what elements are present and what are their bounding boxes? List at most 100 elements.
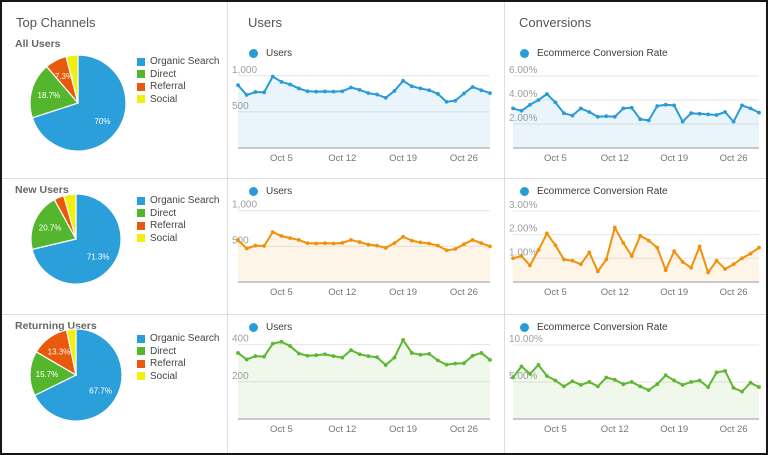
legend-label: Social xyxy=(150,370,178,382)
legend-label: Referral xyxy=(150,358,186,369)
series-legend: Users xyxy=(249,322,292,333)
series-legend: Users xyxy=(249,186,292,197)
svg-text:1,000: 1,000 xyxy=(232,200,257,211)
svg-text:1,000: 1,000 xyxy=(232,65,257,76)
series-dot-icon xyxy=(520,49,529,58)
svg-text:71.3%: 71.3% xyxy=(87,253,110,262)
series-legend-label: Ecommerce Conversion Rate xyxy=(537,322,668,333)
line-chart-conversions-new[interactable]: 3.00% 2.00% 1.00% Oct 5 Oct 12 Oct 19 Oct 26 xyxy=(505,179,766,314)
legend-label: Direct xyxy=(150,207,177,219)
svg-text:Oct 5: Oct 5 xyxy=(270,153,293,164)
svg-text:67.7%: 67.7% xyxy=(89,386,112,395)
segment-label-all-users: All Users xyxy=(15,38,61,50)
legend-label: Organic Search xyxy=(150,56,220,67)
column-header-users: Users xyxy=(248,15,282,30)
panel-users-new-users: Users 1,000 500 Oct 5 Oct 12 Oct 19 Oct 26 xyxy=(228,179,505,315)
svg-text:7.3%: 7.3% xyxy=(55,72,73,81)
pie-legend: Organic Search Direct Referral Social xyxy=(137,196,219,243)
pie-chart-all-users[interactable]: 70% 18.7% 7.3% xyxy=(2,2,227,178)
series-legend-label: Users xyxy=(266,186,293,197)
series-legend: Ecommerce Conversion Rate xyxy=(520,322,668,333)
referral-swatch-icon xyxy=(137,221,145,230)
legend-item-direct: Direct xyxy=(137,345,219,357)
svg-text:Oct 19: Oct 19 xyxy=(660,153,688,164)
series-legend: Ecommerce Conversion Rate xyxy=(520,186,668,197)
organic-search-swatch-icon xyxy=(137,57,145,66)
svg-text:10.00%: 10.00% xyxy=(509,334,543,345)
svg-text:Oct 26: Oct 26 xyxy=(720,424,748,435)
series-legend-label: Ecommerce Conversion Rate xyxy=(537,186,668,197)
column-header-top-channels: Top Channels xyxy=(16,15,96,30)
organic-search-swatch-icon xyxy=(137,196,145,205)
panel-channels-all-users: Top Channels All Users 70% 18.7% 7.3% Orga… xyxy=(2,2,228,179)
svg-text:Oct 5: Oct 5 xyxy=(544,424,567,435)
svg-text:70%: 70% xyxy=(94,117,110,126)
line-chart-conversions-all[interactable]: 6.00% 4.00% 2.00% Oct 5 Oct 12 Oct 19 Oct 26 xyxy=(505,2,766,178)
series-legend: Ecommerce Conversion Rate xyxy=(520,48,668,59)
social-swatch-icon xyxy=(137,95,145,103)
line-chart-conversions-returning[interactable]: 10.00% 5.00% Oct 5 Oct 12 Oct 19 Oct 26 xyxy=(505,315,766,453)
svg-text:Oct 26: Oct 26 xyxy=(720,153,748,164)
referral-swatch-icon xyxy=(137,82,145,91)
svg-text:20.7%: 20.7% xyxy=(39,224,62,233)
legend-item-social: Social xyxy=(137,370,219,382)
svg-text:Oct 19: Oct 19 xyxy=(389,424,417,435)
svg-text:15.7%: 15.7% xyxy=(36,370,59,379)
column-header-conversions: Conversions xyxy=(519,15,592,30)
legend-label: Social xyxy=(150,232,178,244)
svg-text:1.00%: 1.00% xyxy=(509,247,537,258)
svg-text:Oct 26: Oct 26 xyxy=(450,424,478,435)
svg-text:2.00%: 2.00% xyxy=(509,113,537,124)
svg-text:13.3%: 13.3% xyxy=(48,348,71,357)
svg-text:Oct 5: Oct 5 xyxy=(544,153,567,164)
panel-channels-returning-users: Returning Users 67.7% 15.7% 13.3% Organic … xyxy=(2,315,228,453)
pie-legend: Organic Search Direct Referral Social xyxy=(137,57,219,104)
pie-chart-new-users[interactable]: 71.3% 20.7% xyxy=(2,179,227,314)
line-chart-users-all[interactable]: 1,000 500 Oct 5 Oct 12 Oct 19 Oct 26 xyxy=(228,2,504,178)
svg-text:200: 200 xyxy=(232,371,249,382)
series-legend-label: Users xyxy=(266,322,293,333)
legend-item-social: Social xyxy=(137,94,219,104)
svg-text:Oct 12: Oct 12 xyxy=(328,153,356,164)
legend-item-referral: Referral xyxy=(137,82,219,92)
panel-conversions-all-users: Conversions Ecommerce Conversion Rate 6.… xyxy=(505,2,766,179)
svg-text:Oct 5: Oct 5 xyxy=(544,287,567,298)
line-chart-users-new[interactable]: 1,000 500 Oct 5 Oct 12 Oct 19 Oct 26 xyxy=(228,179,504,314)
series-dot-icon xyxy=(520,187,529,196)
series-dot-icon xyxy=(249,49,258,58)
svg-text:6.00%: 6.00% xyxy=(509,65,537,76)
panel-conversions-new-users: Ecommerce Conversion Rate 3.00% 2.00% 1.00… xyxy=(505,179,766,315)
series-dot-icon xyxy=(520,323,529,332)
svg-text:Oct 5: Oct 5 xyxy=(270,424,293,435)
legend-label: Referral xyxy=(150,220,186,231)
pie-legend: Organic Search Direct Referral Social xyxy=(137,334,219,381)
direct-swatch-icon xyxy=(137,209,145,217)
svg-text:500: 500 xyxy=(232,235,249,246)
legend-item-referral: Referral xyxy=(137,220,219,231)
svg-text:Oct 19: Oct 19 xyxy=(389,153,417,164)
legend-item-organic-search: Organic Search xyxy=(137,56,220,67)
pie-chart-returning-users[interactable]: 67.7% 15.7% 13.3% xyxy=(2,315,227,453)
legend-label: Direct xyxy=(150,345,177,357)
panel-channels-new-users: New Users 71.3% 20.7% Organic Search Dire… xyxy=(2,179,228,315)
svg-text:Oct 5: Oct 5 xyxy=(270,287,293,298)
social-swatch-icon xyxy=(137,234,145,242)
svg-text:Oct 12: Oct 12 xyxy=(328,424,356,435)
svg-text:Oct 19: Oct 19 xyxy=(389,287,417,298)
legend-label: Organic Search xyxy=(150,195,220,206)
svg-text:Oct 26: Oct 26 xyxy=(450,287,478,298)
series-legend: Users xyxy=(249,48,292,59)
referral-swatch-icon xyxy=(137,359,145,368)
legend-label: Organic Search xyxy=(150,333,220,344)
legend-item-referral: Referral xyxy=(137,358,219,369)
svg-text:2.00%: 2.00% xyxy=(509,224,537,235)
line-chart-users-returning[interactable]: 400 200 Oct 5 Oct 12 Oct 19 Oct 26 xyxy=(228,315,504,453)
series-dot-icon xyxy=(249,187,258,196)
panel-users-all-users: Users Users 1,000 500 Oct 5 Oct 12 Oct 19 Oct… xyxy=(228,2,505,179)
series-legend-label: Ecommerce Conversion Rate xyxy=(537,48,668,59)
svg-text:4.00%: 4.00% xyxy=(509,89,537,100)
svg-text:Oct 12: Oct 12 xyxy=(601,153,629,164)
panel-users-returning-users: Users 400 200 Oct 5 Oct 12 Oct 19 Oct 26 xyxy=(228,315,505,453)
panel-conversions-returning-users: Ecommerce Conversion Rate 10.00% 5.00% Oct… xyxy=(505,315,766,453)
series-dot-icon xyxy=(249,323,258,332)
